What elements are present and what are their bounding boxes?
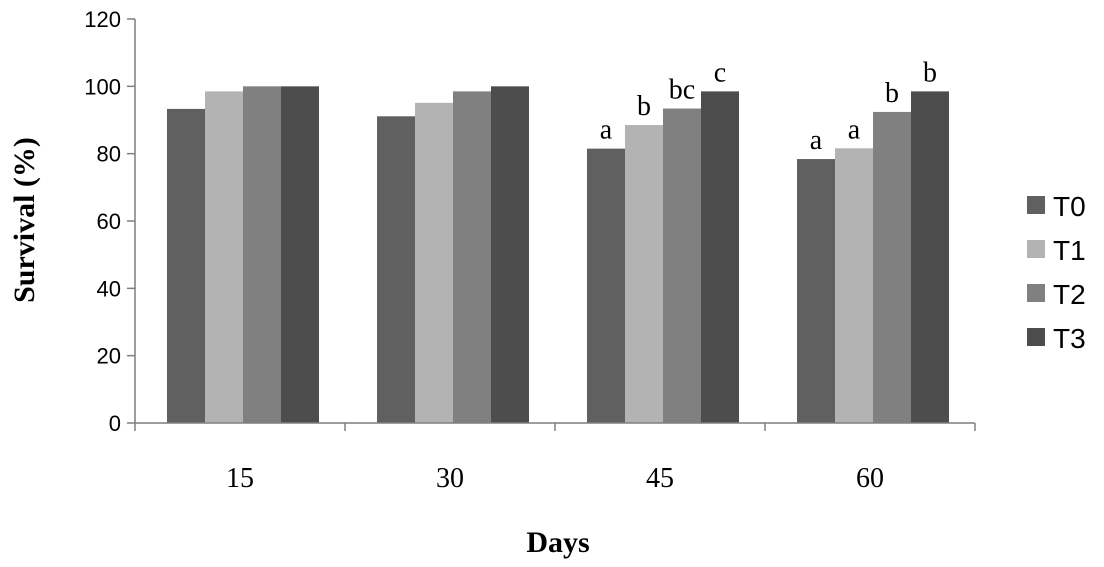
bar-t2-60 xyxy=(873,111,911,424)
bar-label: a xyxy=(810,125,823,156)
y-tick-label: 80 xyxy=(97,142,121,167)
y-axis-title: Survival (%) xyxy=(8,137,41,303)
x-tick-label: 30 xyxy=(436,463,464,494)
x-axis-title: Days xyxy=(526,526,589,559)
bar-t1-60 xyxy=(835,148,873,423)
x-tick-label: 60 xyxy=(856,463,884,494)
bar-t1-15 xyxy=(205,91,243,423)
bar-t0-30 xyxy=(377,116,415,424)
bar-t0-60 xyxy=(797,159,835,423)
y-tick-label: 0 xyxy=(109,411,121,436)
y-tick-label: 60 xyxy=(97,209,121,234)
bars xyxy=(167,86,949,424)
axes xyxy=(134,19,975,424)
bar-t3-30 xyxy=(491,86,529,423)
legend-swatch-t3 xyxy=(1027,328,1045,346)
legend-label-t2: T2 xyxy=(1053,279,1086,310)
bar-t3-45 xyxy=(701,91,739,423)
bar-label: b xyxy=(885,78,899,109)
x-axis-ticks: 15 30 45 60 xyxy=(134,423,976,494)
bar-t2-15 xyxy=(243,86,281,423)
legend-swatch-t2 xyxy=(1027,284,1045,302)
bar-label: a xyxy=(600,115,613,146)
bar-t3-15 xyxy=(281,86,319,423)
bar-label: a xyxy=(848,114,861,145)
bar-t1-45 xyxy=(625,125,663,424)
bar-t3-60 xyxy=(911,91,949,423)
legend: T0 T1 T2 T3 xyxy=(1027,191,1086,354)
legend-label-t0: T0 xyxy=(1053,191,1086,222)
legend-swatch-t1 xyxy=(1027,240,1045,258)
bar-t0-15 xyxy=(167,108,205,423)
y-tick-label: 120 xyxy=(84,7,121,32)
legend-label-t3: T3 xyxy=(1053,323,1086,354)
bar-t2-45 xyxy=(663,108,701,423)
y-tick-label: 20 xyxy=(97,344,121,369)
y-axis-ticks: 0 20 40 60 80 100 120 xyxy=(84,7,135,436)
bar-t1-30 xyxy=(415,102,453,423)
bar-t2-30 xyxy=(453,91,491,423)
legend-swatch-t0 xyxy=(1027,196,1045,214)
bar-label: bc xyxy=(669,75,695,106)
x-tick-label: 15 xyxy=(226,463,254,494)
bar-label: b xyxy=(637,91,651,122)
y-tick-label: 100 xyxy=(84,74,121,99)
x-tick-label: 45 xyxy=(646,463,674,494)
y-tick-label: 40 xyxy=(97,276,121,301)
bar-t0-45 xyxy=(587,148,625,423)
legend-label-t1: T1 xyxy=(1053,235,1086,266)
bar-label: c xyxy=(714,57,726,88)
bar-label: b xyxy=(923,57,937,88)
